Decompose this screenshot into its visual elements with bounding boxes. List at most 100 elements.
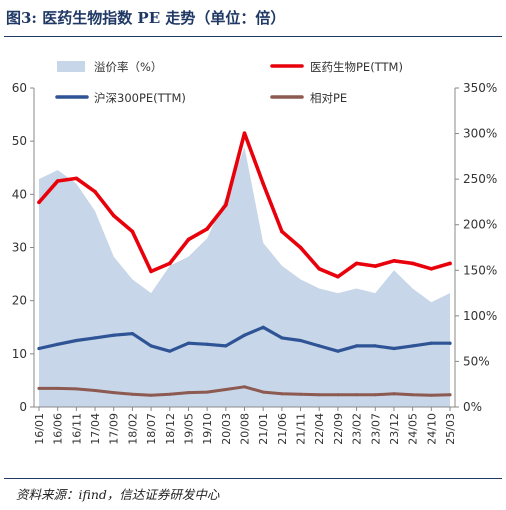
y2-tick-label: 50% [463,354,490,368]
legend-label-relative: 相对PE [310,91,347,105]
line-hs300-pe-point [448,341,452,345]
y-tick-label: 50 [12,134,27,148]
y-tick-label: 20 [12,294,27,308]
line-hs300-pe-point [224,344,228,348]
y2-tick-label: 250% [463,172,497,186]
y-tick-label: 40 [12,187,27,201]
line-pharma-pe-point [186,237,191,242]
line-hs300-pe-point [149,344,153,348]
y-tick-label: 10 [12,347,27,361]
line-relative-pe-point [317,393,321,397]
line-pharma-pe-point [74,176,79,181]
chart-title: 图3: 医药生物指数 PE 走势（单位：倍） [6,9,286,27]
line-relative-pe-point [429,393,433,397]
line-hs300-pe-point [205,342,209,346]
line-pharma-pe-point [336,274,340,279]
x-tick-label: 20/03 [220,413,233,445]
line-hs300-pe-point [298,338,303,343]
x-tick-label: 17/09 [108,413,121,445]
x-tick-label: 23/02 [351,413,364,445]
x-tick-label: 17/04 [89,413,102,445]
legend: 溢价率（%） 医药生物PE(TTM) 沪深300PE(TTM) 相对PE [55,60,403,105]
source-rule [4,478,502,479]
x-tick-label: 16/11 [70,413,83,445]
x-tick-label: 24/05 [407,413,420,445]
x-tick-label: 23/12 [388,413,401,445]
line-hs300-pe-point [37,346,41,351]
line-hs300-pe-point [74,338,78,343]
x-tick-label: 16/06 [52,413,65,445]
line-relative-pe-point [37,386,41,390]
line-hs300-pe-point [56,342,60,346]
y-tick-label: 30 [12,241,27,255]
x-tick-label: 19/05 [182,413,195,445]
line-hs300-pe-point [392,346,396,351]
line-pharma-pe-point [410,261,415,266]
line-relative-pe-point [93,389,97,393]
x-tick-label: 20/08 [239,413,252,445]
line-hs300-pe-point [411,344,415,348]
line-hs300-pe-point [130,332,135,336]
y2-tick-label: 100% [463,309,497,323]
line-pharma-pe-point [448,261,452,266]
line-relative-pe-point [112,391,116,395]
y2-tick-label: 350% [463,81,497,95]
line-hs300-pe-point [112,333,116,337]
line-pharma-pe-point [111,213,116,218]
line-hs300-pe-point [429,341,433,345]
x-tick-label: 18/07 [145,413,158,445]
line-relative-pe-point [130,392,134,396]
title-rule [4,36,502,37]
line-relative-pe-point [186,391,190,395]
line-relative-pe-point [336,393,340,397]
x-tick-label: 23/07 [369,413,382,445]
line-relative-pe-point [149,393,153,397]
line-hs300-pe-point [242,333,247,337]
line-pharma-pe-point [373,264,378,268]
line-relative-pe-point [411,393,415,397]
line-relative-pe-point [448,393,452,397]
axes-layer: 0 10 20 30 40 50 60 0% 50% 100% 150% 200% 250% 300% 35… [12,81,498,445]
line-pharma-pe-point [298,245,303,250]
line-relative-pe-point [224,387,228,391]
legend-swatch-premium [57,61,85,72]
line-pharma-pe-point [429,266,434,271]
line-relative-pe-point [261,390,265,394]
line-pharma-pe-point [205,227,209,231]
line-pharma-pe-point [130,229,135,234]
line-relative-pe-point [392,392,396,396]
source-note: 资料来源：ifind，信达证券研发中心 [16,487,220,502]
premium-area-layer [39,147,450,407]
line-pharma-pe-point [167,261,172,266]
x-tick-label: 19/10 [201,413,214,445]
x-tick-label: 18/02 [126,413,139,445]
line-relative-pe-point [373,393,377,397]
y2-tick-label: 0% [463,400,482,414]
y2-tick-label: 300% [463,127,497,141]
line-hs300-pe-point [317,344,321,348]
line-relative-pe-point [205,390,209,394]
x-tick-label: 24/10 [425,413,438,445]
lines-layer [37,131,452,397]
line-relative-pe-point [56,386,60,390]
line-hs300-pe-point [373,344,377,348]
line-pharma-pe-point [242,131,247,135]
line-hs300-pe-point [186,341,191,345]
line-pharma-pe-point [261,181,265,186]
line-pharma-pe-point [354,261,359,266]
line-hs300-pe-point [168,349,172,353]
line-hs300-pe-point [280,336,284,340]
line-pharma-pe-point [317,266,322,271]
line-relative-pe-point [243,385,246,389]
premium-area [39,147,450,407]
legend-label-premium: 溢价率（%） [94,60,162,74]
y2-tick-label: 150% [463,263,497,277]
line-pharma-pe-point [149,269,153,274]
line-pharma-pe-point [224,203,228,207]
y-tick-label: 0 [19,400,27,414]
x-tick-label: 22/04 [313,413,326,445]
y2-tick-label: 200% [463,218,497,232]
line-hs300-pe-point [261,325,265,329]
x-tick-label: 16/01 [33,413,46,445]
line-relative-pe-point [299,392,303,396]
